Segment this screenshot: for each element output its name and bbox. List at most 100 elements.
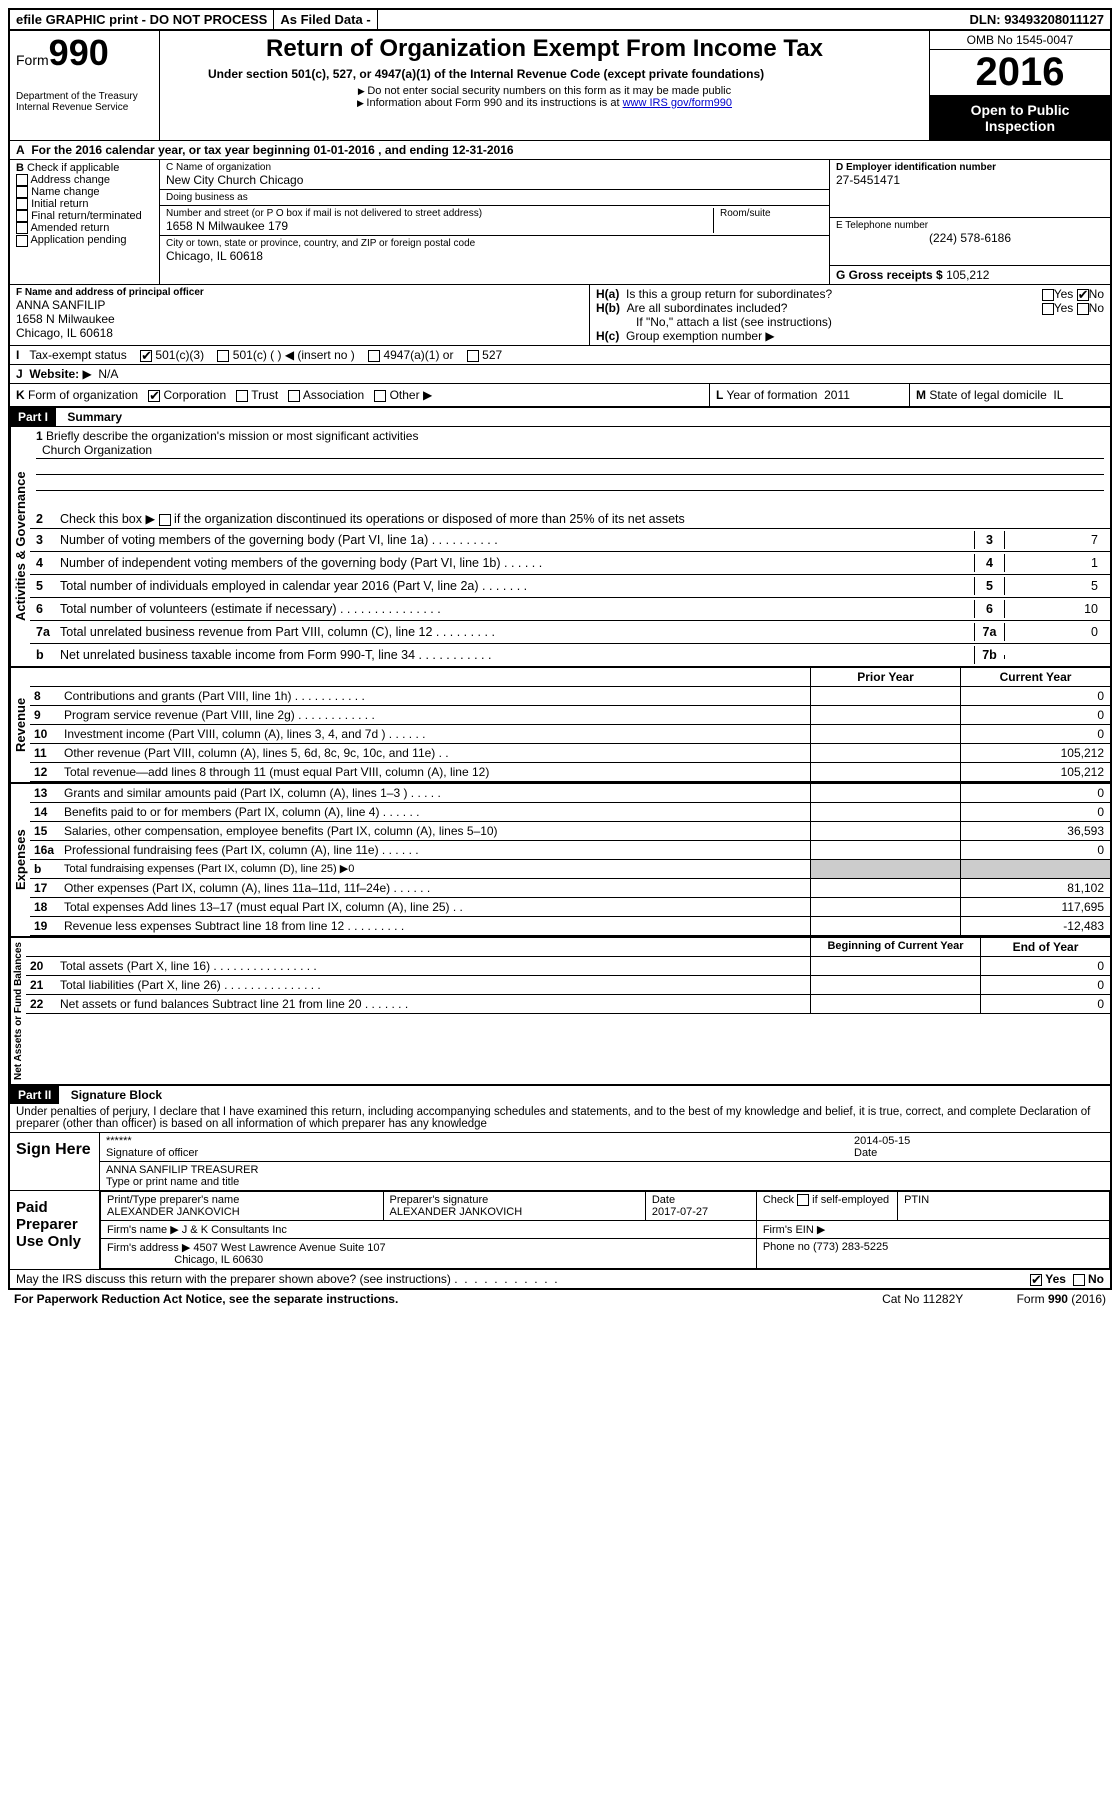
- section-i: I Tax-exempt status 501(c)(3) 501(c) ( )…: [10, 345, 1110, 364]
- sign-here-block: Sign Here ****** Signature of officer 20…: [10, 1132, 1110, 1190]
- fin-line-12: 12Total revenue—add lines 8 through 11 (…: [30, 763, 1110, 782]
- checkbox-corporation[interactable]: [148, 390, 160, 402]
- dept-label: Department of the Treasury Internal Reve…: [16, 91, 153, 113]
- checkbox-association[interactable]: [288, 390, 300, 402]
- fin-line-15: 15Salaries, other compensation, employee…: [30, 822, 1110, 841]
- checkbox-discuss-no[interactable]: [1073, 1274, 1085, 1286]
- fin-line-22: 22Net assets or fund balances Subtract l…: [26, 995, 1110, 1014]
- public-inspection: Open to Public Inspection: [930, 96, 1110, 140]
- form-container: efile GRAPHIC print - DO NOT PROCESS As …: [8, 8, 1112, 1290]
- preparer-name: ALEXANDER JANKOVICH: [107, 1206, 377, 1218]
- fin-line-17: 17Other expenses (Part IX, column (A), l…: [30, 879, 1110, 898]
- checkbox-discontinued[interactable]: [159, 514, 171, 526]
- paid-preparer-block: Paid Preparer Use Only Print/Type prepar…: [10, 1190, 1110, 1269]
- fin-line-14: 14Benefits paid to or for members (Part …: [30, 803, 1110, 822]
- section-f: F Name and address of principal officer …: [10, 285, 590, 345]
- fin-line-21: 21Total liabilities (Part X, line 26) . …: [26, 976, 1110, 995]
- checkbox-initial-return[interactable]: [16, 198, 28, 210]
- section-j: J Website: ▶ N/A: [10, 364, 1110, 383]
- year-formation: 2011: [824, 388, 850, 402]
- governance-line-5: 5Total number of individuals employed in…: [30, 575, 1110, 598]
- fin-line-10: 10Investment income (Part VIII, column (…: [30, 725, 1110, 744]
- checkbox-final-return[interactable]: [16, 210, 28, 222]
- page-footer: For Paperwork Reduction Act Notice, see …: [8, 1290, 1112, 1308]
- irs-link[interactable]: www IRS gov/form990: [623, 97, 732, 109]
- side-label-revenue: Revenue: [10, 668, 30, 782]
- checkbox-trust[interactable]: [236, 390, 248, 402]
- fin-line-b: bTotal fundraising expenses (Part IX, co…: [30, 860, 1110, 879]
- omb-number: OMB No 1545-0047: [930, 31, 1110, 50]
- officer-sig-date: 2014-05-15: [854, 1135, 1104, 1147]
- checkbox-4947[interactable]: [368, 350, 380, 362]
- governance-line-7a: 7aTotal unrelated business revenue from …: [30, 621, 1110, 644]
- checkbox-self-employed[interactable]: [797, 1194, 809, 1206]
- col-prior-year: Prior Year: [810, 668, 960, 686]
- header-center: Return of Organization Exempt From Incom…: [160, 31, 930, 140]
- col-current-year: Current Year: [960, 668, 1110, 686]
- efile-notice: efile GRAPHIC print - DO NOT PROCESS: [10, 10, 274, 29]
- governance-line-6: 6Total number of volunteers (estimate if…: [30, 598, 1110, 621]
- side-label-governance: Activities & Governance: [10, 427, 30, 666]
- checkbox-ha-no[interactable]: [1077, 289, 1089, 301]
- checkbox-discuss-yes[interactable]: [1030, 1274, 1042, 1286]
- section-klm: K Form of organization Corporation Trust…: [10, 383, 1110, 406]
- telephone: (224) 578-6186: [836, 231, 1104, 245]
- netassets-section: Net Assets or Fund Balances Beginning of…: [10, 936, 1110, 1084]
- form-title: Return of Organization Exempt From Incom…: [168, 35, 921, 63]
- section-fh: F Name and address of principal officer …: [10, 284, 1110, 345]
- firm-phone: (773) 283-5225: [813, 1241, 888, 1253]
- section-h: H(a) Is this a group return for subordin…: [590, 285, 1110, 345]
- governance-section: Activities & Governance 1 Briefly descri…: [10, 426, 1110, 666]
- checkbox-address-change[interactable]: [16, 174, 28, 186]
- domicile-state: IL: [1053, 388, 1063, 402]
- checkbox-hb-yes[interactable]: [1042, 303, 1054, 315]
- form-subtitle: Under section 501(c), 527, or 4947(a)(1)…: [208, 67, 881, 81]
- checkbox-application-pending[interactable]: [16, 235, 28, 247]
- fin-line-11: 11Other revenue (Part VIII, column (A), …: [30, 744, 1110, 763]
- col-begin-year: Beginning of Current Year: [810, 938, 980, 956]
- fin-line-9: 9Program service revenue (Part VIII, lin…: [30, 706, 1110, 725]
- header-left: Form990 Department of the Treasury Inter…: [10, 31, 160, 140]
- street-address: 1658 N Milwaukee 179: [166, 219, 713, 233]
- checkbox-501c3[interactable]: [140, 350, 152, 362]
- note-instructions: Information about Form 990 and its instr…: [168, 97, 921, 109]
- perjury-declaration: Under penalties of perjury, I declare th…: [10, 1104, 1110, 1132]
- website: N/A: [98, 367, 118, 381]
- governance-line-4: 4Number of independent voting members of…: [30, 552, 1110, 575]
- discuss-row: May the IRS discuss this return with the…: [10, 1269, 1110, 1288]
- checkbox-527[interactable]: [467, 350, 479, 362]
- note-ssn: Do not enter social security numbers on …: [168, 85, 921, 97]
- city-state-zip: Chicago, IL 60618: [166, 249, 823, 263]
- fin-line-16a: 16aProfessional fundraising fees (Part I…: [30, 841, 1110, 860]
- ein: 27-5451471: [836, 173, 1104, 187]
- checkbox-amended-return[interactable]: [16, 222, 28, 234]
- section-deg: D Employer identification number 27-5451…: [830, 160, 1110, 284]
- checkbox-name-change[interactable]: [16, 186, 28, 198]
- gross-receipts: 105,212: [946, 268, 989, 282]
- fin-line-20: 20Total assets (Part X, line 16) . . . .…: [26, 957, 1110, 976]
- checkbox-hb-no[interactable]: [1077, 303, 1089, 315]
- checkbox-other[interactable]: [374, 390, 386, 402]
- firm-name: J & K Consultants Inc: [182, 1224, 287, 1236]
- officer-name-title: ANNA SANFILIP TREASURER: [106, 1164, 1104, 1176]
- officer-name: ANNA SANFILIP: [16, 298, 583, 312]
- section-bcdeg: B Check if applicable Address change Nam…: [10, 159, 1110, 284]
- fin-line-18: 18Total expenses Add lines 13–17 (must e…: [30, 898, 1110, 917]
- part-1-header: Part I Summary: [10, 406, 1110, 426]
- part-2-header: Part II Signature Block: [10, 1084, 1110, 1104]
- form-header: Form990 Department of the Treasury Inter…: [10, 31, 1110, 140]
- dln: DLN: 93493208011127: [964, 10, 1110, 29]
- preparer-table: Print/Type preparer's nameALEXANDER JANK…: [100, 1191, 1110, 1269]
- revenue-section: Revenue Prior Year Current Year 8Contrib…: [10, 666, 1110, 782]
- col-end-year: End of Year: [980, 938, 1110, 956]
- checkbox-ha-yes[interactable]: [1042, 289, 1054, 301]
- side-label-expenses: Expenses: [10, 784, 30, 936]
- checkbox-501c[interactable]: [217, 350, 229, 362]
- section-a: A For the 2016 calendar year, or tax yea…: [10, 140, 1110, 159]
- tax-year: 2016: [930, 50, 1110, 96]
- expenses-section: Expenses 13Grants and similar amounts pa…: [10, 782, 1110, 936]
- side-label-netassets: Net Assets or Fund Balances: [10, 938, 26, 1084]
- mission-text: Church Organization: [36, 443, 1104, 459]
- asfiled-label: As Filed Data -: [274, 10, 377, 29]
- governance-line-3: 3Number of voting members of the governi…: [30, 529, 1110, 552]
